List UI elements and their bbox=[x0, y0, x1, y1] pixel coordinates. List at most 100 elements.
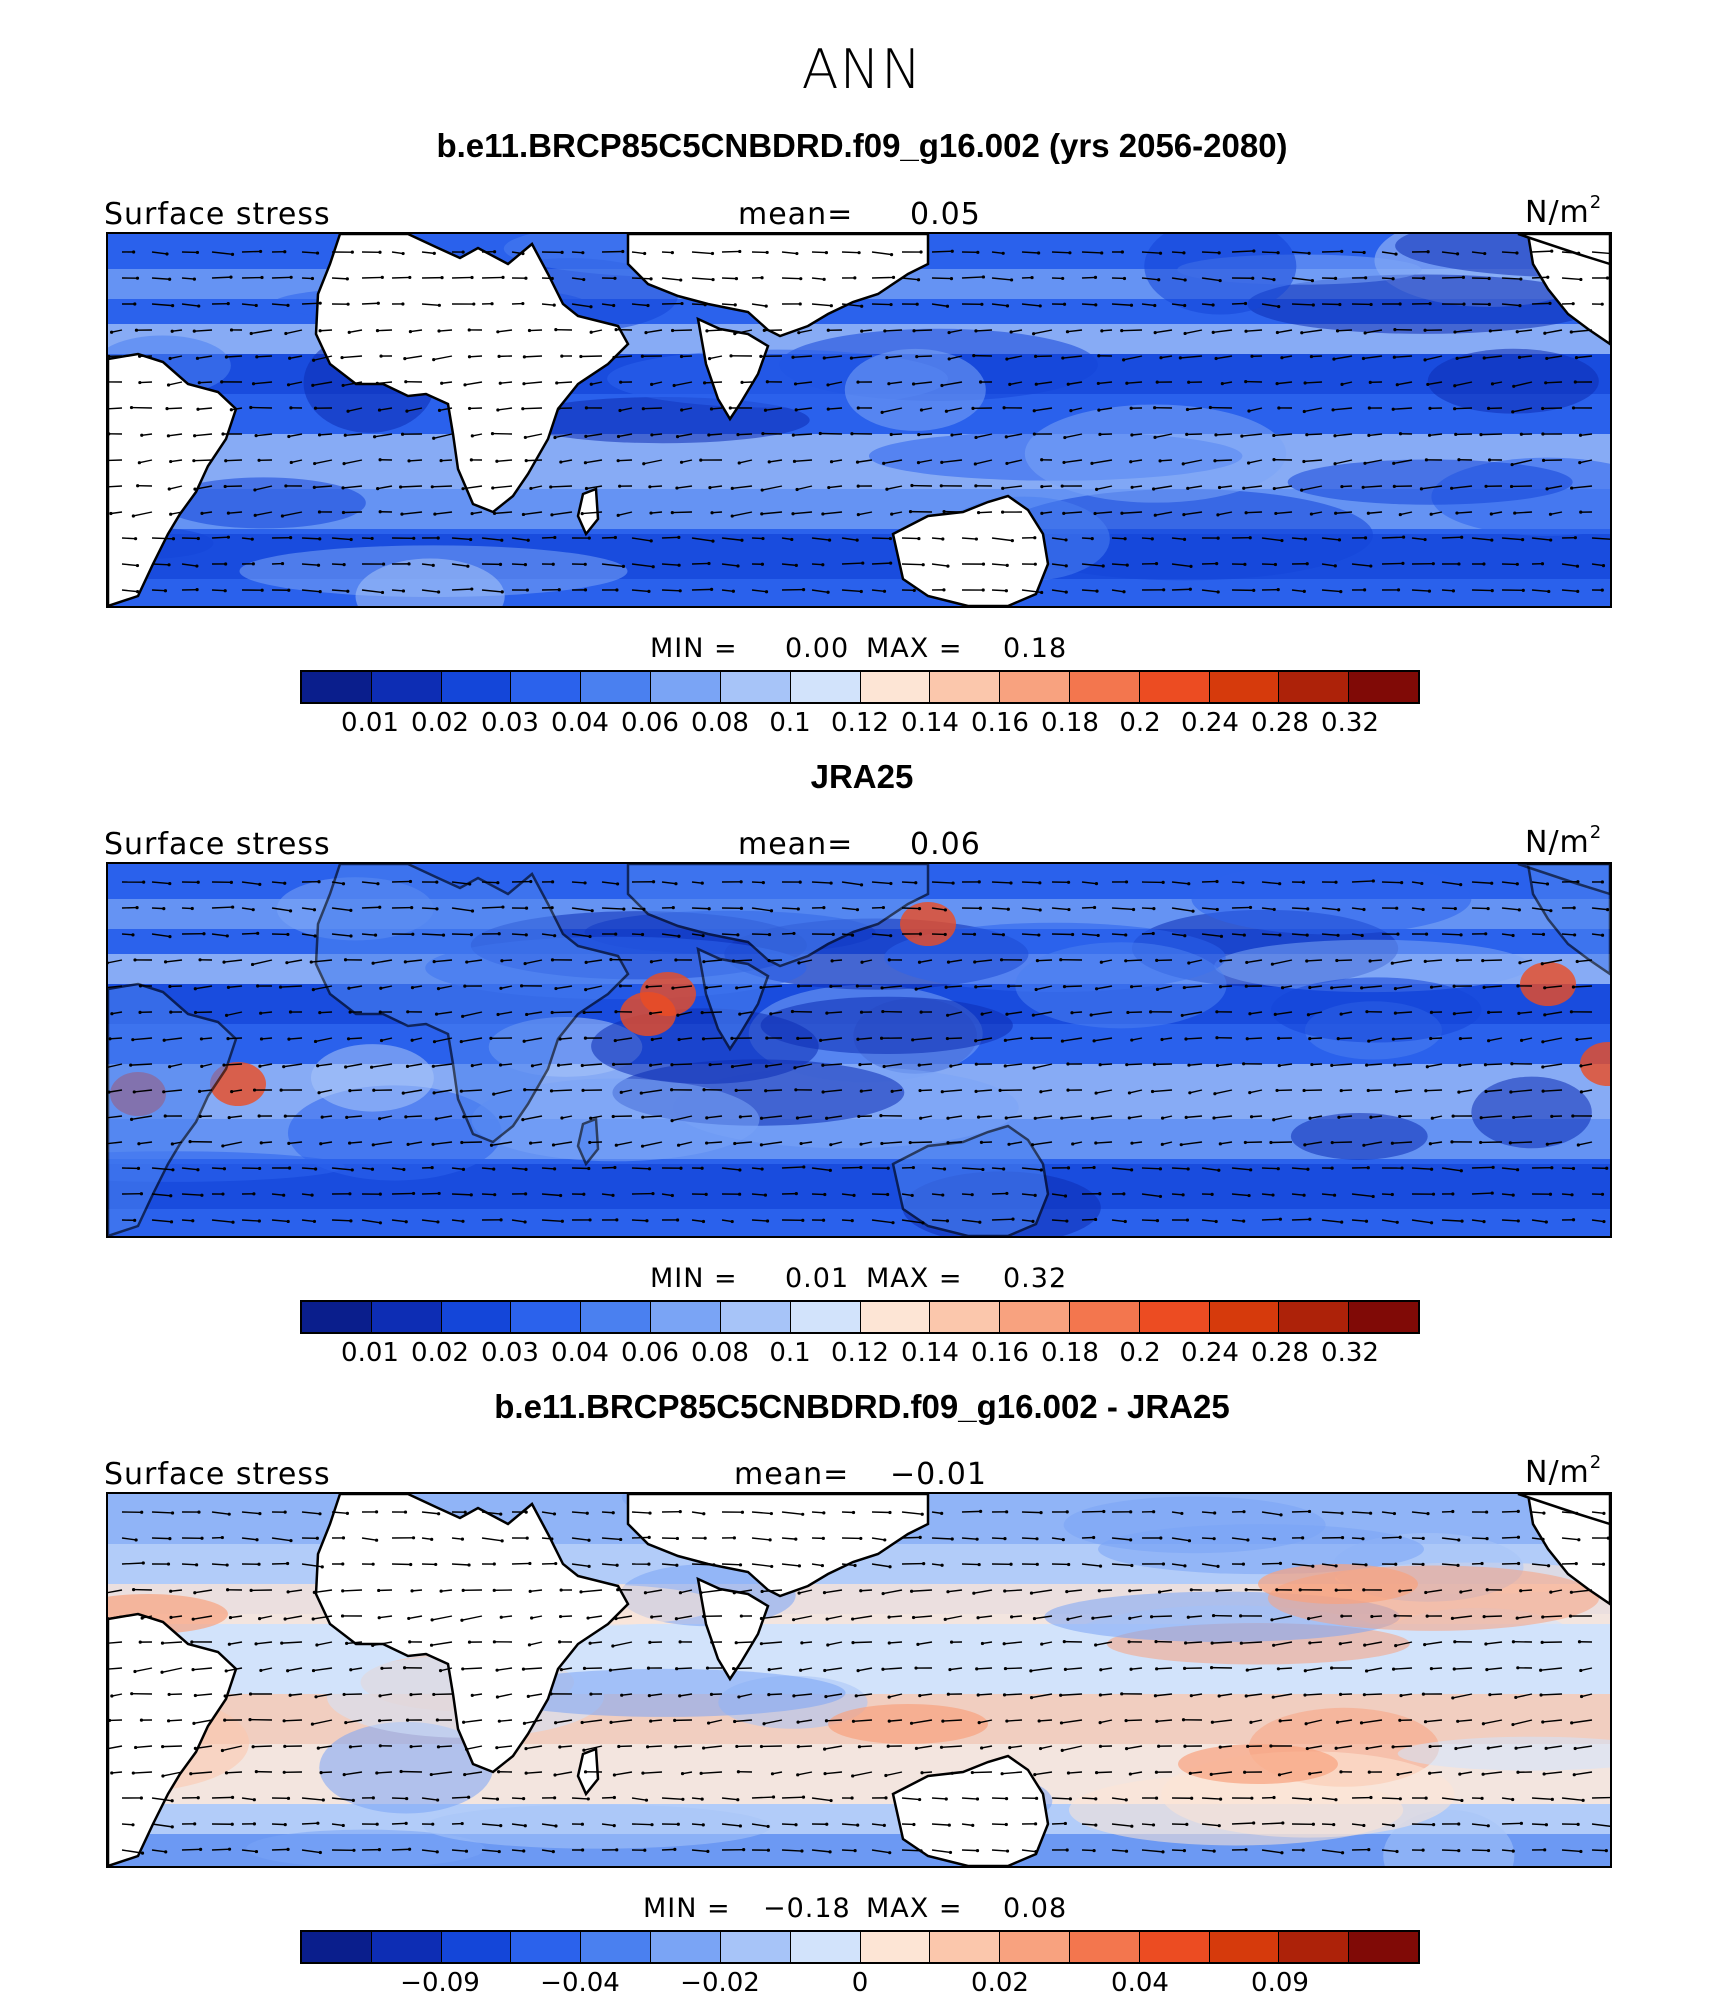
stress-vector bbox=[700, 1589, 723, 1594]
stress-vector bbox=[1577, 959, 1593, 963]
stress-vector-head bbox=[943, 908, 947, 912]
stress-vector-head bbox=[559, 1193, 563, 1198]
stress-vector-head bbox=[1187, 1063, 1191, 1067]
stress-vector-head bbox=[761, 881, 765, 885]
panel-2-map bbox=[106, 862, 1612, 1238]
stress-vector bbox=[691, 1823, 704, 1826]
stress-vector-head bbox=[285, 961, 289, 965]
stress-vector-head bbox=[133, 1669, 137, 1674]
stress-vector bbox=[1181, 1141, 1203, 1146]
stress-vector-head bbox=[188, 1140, 192, 1144]
stress-vector-head bbox=[1452, 984, 1456, 988]
stress-vector-head bbox=[1002, 1642, 1006, 1646]
stress-vector-head bbox=[1367, 1848, 1371, 1852]
stress-vector bbox=[811, 303, 832, 307]
stress-vector-head bbox=[736, 433, 740, 437]
stress-vector bbox=[1531, 302, 1551, 305]
stress-vector bbox=[211, 1219, 234, 1223]
stress-vector bbox=[800, 1667, 813, 1671]
field-patch bbox=[1015, 942, 1227, 1029]
stress-vector bbox=[585, 433, 603, 438]
stress-vector bbox=[1397, 1771, 1413, 1776]
stress-vector-head bbox=[250, 962, 255, 967]
stress-vector bbox=[739, 1011, 753, 1015]
stress-vector-head bbox=[252, 1822, 257, 1826]
colorbar-tick-label: 0.14 bbox=[901, 1338, 959, 1368]
stress-vector-head bbox=[614, 1143, 618, 1147]
stress-vector-head bbox=[1248, 905, 1253, 910]
panel-1-map-svg bbox=[108, 234, 1610, 606]
stress-vector-head bbox=[316, 1746, 320, 1750]
stress-vector-head bbox=[402, 1666, 407, 1670]
stress-vector-head bbox=[1002, 406, 1006, 410]
stress-vector bbox=[1213, 329, 1233, 334]
stress-vector-head bbox=[1275, 330, 1280, 335]
stress-vector bbox=[1032, 1141, 1053, 1146]
stress-vector bbox=[380, 985, 393, 989]
stress-vector-head bbox=[432, 436, 436, 440]
stress-vector bbox=[793, 1693, 813, 1697]
stress-vector-head bbox=[1451, 1509, 1455, 1514]
stress-vector bbox=[792, 355, 813, 358]
stress-vector-head bbox=[350, 1168, 354, 1172]
stress-vector bbox=[1291, 1563, 1313, 1567]
stress-vector-head bbox=[731, 589, 735, 593]
stress-vector bbox=[312, 381, 333, 387]
stress-vector-head bbox=[1544, 1220, 1548, 1224]
stress-vector-head bbox=[1247, 409, 1251, 413]
stress-vector-head bbox=[1159, 356, 1163, 360]
stress-vector-head bbox=[227, 1847, 232, 1851]
stress-vector-head bbox=[974, 1039, 978, 1043]
stress-vector-head bbox=[229, 275, 233, 279]
stress-vector bbox=[1306, 959, 1323, 962]
stress-vector bbox=[1366, 1063, 1383, 1066]
stress-vector bbox=[1081, 589, 1098, 592]
stress-vector-head bbox=[1275, 1588, 1279, 1592]
stress-vector bbox=[642, 1141, 663, 1147]
stress-vector bbox=[691, 881, 703, 884]
stress-vector bbox=[1574, 1771, 1593, 1776]
stress-vector bbox=[313, 355, 333, 361]
stress-vector bbox=[151, 537, 174, 540]
stress-vector bbox=[193, 1615, 213, 1620]
stress-vector-head bbox=[879, 1114, 883, 1118]
stress-vector bbox=[1275, 1011, 1293, 1016]
stress-vector bbox=[526, 459, 543, 462]
stress-vector bbox=[871, 933, 891, 937]
stress-vector-head bbox=[288, 909, 293, 913]
stress-vector bbox=[195, 985, 213, 990]
stress-vector bbox=[1575, 1745, 1593, 1750]
stress-vector bbox=[1005, 1667, 1023, 1670]
stress-vector-head bbox=[228, 1615, 233, 1620]
stress-vector-head bbox=[1158, 459, 1162, 463]
stress-vector-head bbox=[1515, 882, 1519, 886]
field-patch bbox=[1580, 1042, 1610, 1086]
stress-vector bbox=[1011, 329, 1023, 333]
stress-vector-head bbox=[1030, 275, 1034, 280]
stress-vector-head bbox=[552, 303, 556, 307]
stress-vector-head bbox=[440, 381, 444, 385]
stress-vector bbox=[1454, 329, 1473, 333]
stress-vector bbox=[1351, 1511, 1371, 1514]
stress-vector bbox=[301, 1849, 321, 1854]
stress-vector bbox=[407, 1141, 423, 1146]
stress-vector bbox=[761, 1641, 783, 1645]
stress-vector bbox=[108, 1615, 123, 1620]
stress-vector-head bbox=[1249, 1720, 1253, 1724]
stress-vector bbox=[522, 1115, 543, 1121]
colorbar-box bbox=[511, 1932, 582, 1962]
stress-vector-head bbox=[1308, 1797, 1313, 1801]
stress-vector-head bbox=[882, 589, 887, 593]
stress-vector-head bbox=[768, 1538, 772, 1542]
stress-vector bbox=[1231, 906, 1251, 909]
stress-vector-head bbox=[1420, 881, 1424, 886]
stress-vector bbox=[1280, 1719, 1293, 1722]
stress-vector bbox=[1231, 1193, 1250, 1197]
stress-vector-head bbox=[822, 906, 826, 910]
stress-vector-head bbox=[912, 1822, 916, 1827]
stress-vector-head bbox=[1007, 1142, 1011, 1146]
stress-vector bbox=[255, 511, 273, 517]
stress-vector bbox=[227, 1037, 243, 1040]
stress-vector-head bbox=[672, 383, 676, 388]
stress-vector-head bbox=[165, 252, 169, 256]
